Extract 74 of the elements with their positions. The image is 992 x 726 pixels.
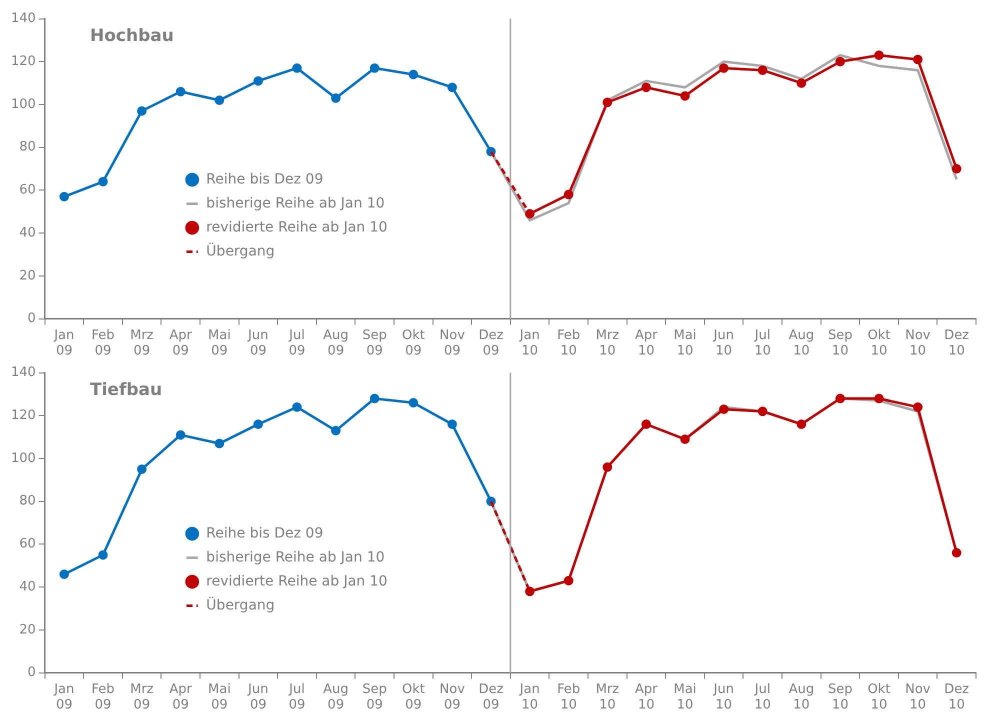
x-tick-label: Jul 09: [288, 682, 306, 713]
x-tick-label: Mrz 09: [130, 328, 154, 359]
x-tick-label: Jul 10: [754, 682, 771, 713]
y-tick-label: 60: [19, 182, 36, 198]
x-tick-label: Dez 10: [944, 682, 970, 713]
text: Hochbau: [90, 26, 174, 46]
x-tick-label: Nov 09: [440, 328, 466, 359]
x-tick-label: Jul 10: [754, 328, 771, 359]
x-tick-label: Feb 09: [91, 328, 115, 359]
x-tick-label: Mrz 10: [596, 682, 620, 713]
y-tick-label: 20: [19, 268, 36, 284]
x-tick-label: Mai 09: [208, 328, 231, 359]
x-tick-label: Apr 10: [634, 328, 658, 359]
x-tick-label: Mai 10: [674, 682, 696, 713]
x-tick-label: Feb 10: [557, 328, 580, 359]
y-tick-label: 120: [10, 408, 36, 424]
legend-label: bisherige Reihe ab Jan 10: [206, 195, 385, 212]
x-tick-label: Nov 10: [905, 328, 931, 359]
x-tick-label: Apr 09: [169, 328, 193, 359]
legend-label: Übergang: [206, 242, 275, 260]
y-tick-label: 20: [19, 622, 36, 638]
y-tick-label: 40: [19, 225, 36, 240]
y-tick-label: 60: [19, 536, 36, 552]
x-tick-label: Feb 10: [557, 682, 580, 713]
legend-label: Reihe bis Dez 09: [206, 525, 324, 542]
x-tick-label: Okt 09: [402, 682, 425, 713]
x-tick-label: Jan 10: [518, 328, 540, 359]
legend-label: revidierte Reihe ab Jan 10: [206, 573, 388, 590]
legend-label: revidierte Reihe ab Jan 10: [206, 219, 388, 236]
y-tick-label: 0: [28, 311, 36, 326]
x-tick-label: Dez 10: [944, 328, 970, 359]
y-tick-label: 140: [10, 11, 36, 26]
x-tick-label: Okt 09: [402, 328, 425, 359]
x-tick-label: Aug 10: [788, 328, 814, 359]
x-tick-label: Okt 10: [868, 328, 890, 359]
x-tick-label: Mrz 10: [596, 328, 620, 359]
x-tick-label: Apr 09: [169, 682, 193, 713]
x-tick-label: Jun 10: [712, 682, 734, 713]
x-tick-label: Aug 10: [788, 682, 814, 713]
y-tick-label: 0: [28, 665, 36, 680]
x-tick-label: Jun 09: [247, 682, 268, 713]
x-tick-label: Sep 10: [828, 328, 852, 359]
x-tick-label: Apr 10: [634, 682, 658, 713]
x-tick-label: Jan 09: [53, 328, 74, 359]
y-tick-label: 120: [10, 54, 36, 70]
legend-label: Reihe bis Dez 09: [206, 171, 324, 188]
x-tick-label: Jun 10: [712, 328, 734, 359]
x-tick-label: Feb 09: [91, 682, 115, 713]
x-tick-label: Dez 09: [478, 328, 504, 359]
text: Tiefbau: [90, 380, 162, 400]
x-tick-label: Okt 10: [868, 682, 890, 713]
y-tick-label: 100: [10, 96, 36, 112]
x-tick-label: Mrz 09: [130, 682, 154, 713]
x-tick-label: Jun 09: [247, 328, 268, 359]
y-tick-label: 80: [19, 494, 36, 509]
legend-label: Übergang: [206, 596, 275, 614]
x-tick-label: Aug 09: [323, 328, 349, 359]
x-tick-label: Sep 09: [362, 328, 387, 359]
x-tick-label: Sep 10: [828, 682, 852, 713]
x-tick-label: Nov 09: [440, 682, 466, 713]
y-tick-label: 40: [19, 579, 36, 594]
x-tick-label: Nov 10: [905, 682, 931, 713]
x-tick-label: Sep 09: [362, 682, 387, 713]
x-tick-label: Jul 09: [288, 328, 306, 359]
legend-label: bisherige Reihe ab Jan 10: [206, 549, 385, 566]
x-tick-label: Mai 10: [674, 328, 696, 359]
y-tick-label: 80: [19, 140, 36, 155]
x-tick-label: Jan 09: [53, 682, 74, 713]
x-tick-label: Aug 09: [323, 682, 349, 713]
x-tick-label: Dez 09: [478, 682, 504, 713]
x-tick-label: Jan 10: [518, 682, 540, 713]
x-tick-label: Mai 09: [208, 682, 231, 713]
y-tick-label: 100: [10, 450, 36, 466]
y-tick-label: 140: [10, 365, 36, 380]
